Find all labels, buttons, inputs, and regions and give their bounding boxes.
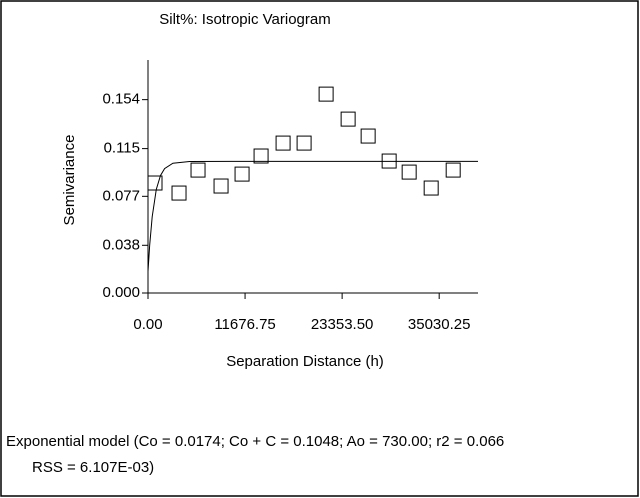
y-tick-label: 0.000 bbox=[102, 284, 140, 301]
y-tick-label: 0.154 bbox=[102, 91, 140, 108]
point bbox=[401, 164, 417, 180]
point bbox=[340, 111, 356, 127]
point bbox=[147, 175, 163, 191]
model-text: Exponential model (Co = 0.0174; Co + C =… bbox=[6, 433, 504, 450]
point bbox=[381, 153, 397, 169]
y-tick-label: 0.038 bbox=[102, 236, 140, 253]
point bbox=[445, 162, 461, 178]
point bbox=[423, 180, 439, 196]
y-tick-label: 0.115 bbox=[104, 140, 140, 157]
y-tick-label: 0.077 bbox=[102, 187, 140, 204]
x-tick-label: 23353.50 bbox=[311, 316, 374, 333]
point bbox=[253, 148, 269, 164]
point bbox=[171, 185, 187, 201]
point bbox=[318, 86, 334, 102]
x-tick-label: 35030.25 bbox=[408, 316, 471, 333]
point bbox=[234, 166, 250, 182]
point bbox=[360, 128, 376, 144]
x-tick-label: 11676.75 bbox=[214, 316, 275, 333]
x-tick-label: 0.00 bbox=[133, 316, 162, 333]
point bbox=[190, 162, 206, 178]
point bbox=[275, 135, 291, 151]
point bbox=[296, 135, 312, 151]
y-axis-label: Semivariance bbox=[61, 135, 78, 226]
rss-text: RSS = 6.107E-03) bbox=[32, 459, 154, 476]
model-line bbox=[147, 160, 478, 272]
x-axis-label: Separation Distance (h) bbox=[226, 353, 384, 370]
chart-title: Silt%: Isotropic Variogram bbox=[159, 11, 330, 28]
point bbox=[213, 178, 229, 194]
